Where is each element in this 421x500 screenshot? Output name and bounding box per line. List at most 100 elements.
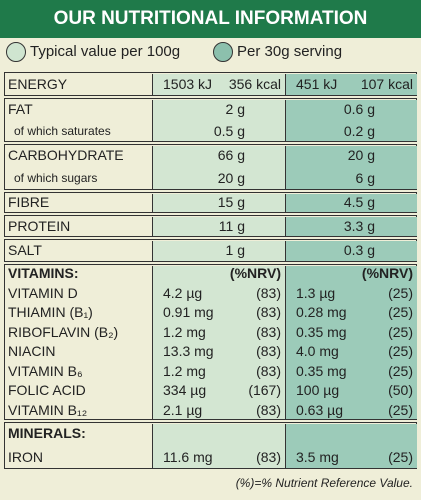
cell-value: 1.2 mg [163,362,206,379]
cell-value: (83) [256,304,281,320]
row-label: RIBOFLAVIN (B₂) [8,323,119,340]
cell-value: (83) [256,362,281,379]
row-label: VITAMIN B₆ [8,362,83,379]
col-30g [285,193,417,212]
cell-value: 20 g [217,170,245,186]
cell-value: 0.35 mg [296,323,347,340]
cell-value: 451 kJ [296,76,338,92]
col-100g [152,240,286,261]
legend-label: Typical value per 100g [30,43,181,60]
row-label: PROTEIN [8,218,71,234]
cell-value: 0.63 µg [296,401,343,418]
cell-value: (167) [248,382,281,398]
col-30g [285,145,417,189]
col-100g [152,73,286,95]
cell-value: 0.5 g [213,123,245,139]
cell-value: 100 µg [296,382,340,398]
footnote: (%)=% Nutrient Reference Value. [235,476,413,490]
cell-value: 1 g [225,242,245,258]
row-label: VITAMIN D [8,284,78,301]
nrv-heading: (%NRV) [229,265,281,281]
cell-value: 13.3 mg [163,343,214,359]
cell-value: 2.1 µg [163,401,203,418]
cell-value: (83) [256,448,281,465]
cell-value: (50) [388,382,413,398]
col-100g [152,216,286,236]
row-label: VITAMIN B₁₂ [8,401,88,418]
cell-value: 4.2 µg [163,284,203,301]
table-group [4,98,417,142]
cell-value: (25) [388,362,413,379]
cell-value: (83) [256,284,281,301]
cell-value: (25) [388,401,413,418]
cell-value: 0.3 g [343,242,375,258]
cell-value: (83) [256,343,281,359]
cell-value: 1503 kJ [163,76,213,92]
title: OUR NUTRITIONAL INFORMATION [0,0,421,38]
cell-value: (83) [256,323,281,340]
table-group [4,72,417,96]
cell-value: 11 g [218,218,245,234]
col-100g [152,145,286,189]
cell-value: (25) [388,323,413,340]
table-group [4,144,417,190]
table-group [4,264,417,420]
cell-value: 1.2 mg [163,323,206,340]
cell-value: 107 kcal [360,76,413,92]
cell-value: 0.6 g [343,101,375,117]
row-label: CARBOHYDRATE [8,147,124,163]
table-group [4,239,417,262]
row-label: FOLIC ACID [8,382,86,398]
table-group [4,192,417,213]
col-30g [285,423,417,468]
cell-value: 334 µg [163,382,207,398]
col-30g [285,73,417,95]
row-label: NIACIN [8,343,56,359]
cell-value: 15 g [217,194,245,210]
cell-value: 0.91 mg [163,304,214,320]
col-30g [285,240,417,261]
legend-swatch [213,42,233,62]
cell-value: 3.5 mg [296,448,339,465]
cell-value: 4.0 mg [296,343,339,359]
cell-value: (25) [388,304,413,320]
cell-value: 11.6 mg [163,448,213,465]
cell-value: 1.3 µg [296,284,336,301]
row-label: MINERALS: [8,425,86,441]
row-label: SALT [8,242,42,258]
cell-value: 0.35 mg [296,362,347,379]
cell-value: 20 g [347,147,375,163]
cell-value: 2 g [225,101,245,117]
cell-value: 3.3 g [343,218,375,234]
col-100g [152,423,286,468]
col-100g [152,99,286,141]
row-label: IRON [8,448,43,465]
nrv-heading: (%NRV) [361,265,413,281]
legend-swatch [6,42,26,62]
row-label: of which saturates [14,124,111,138]
row-label: FIBRE [8,194,50,210]
cell-value: 4.5 g [343,194,375,210]
cell-value: 6 g [355,170,375,186]
legend-label: Per 30g serving [237,43,343,60]
table-group [4,422,417,469]
cell-value: (25) [388,284,413,301]
row-label: of which sugars [14,171,98,185]
cell-value: 356 kcal [228,76,281,92]
row-label: THIAMIN (B₁) [8,304,93,320]
cell-value: 0.28 mg [296,304,347,320]
cell-value: 66 g [217,147,245,163]
cell-value: 0.2 g [343,123,375,139]
row-label: VITAMINS: [8,265,79,281]
cell-value: (25) [388,343,413,359]
row-label: FAT [8,101,33,117]
col-30g [285,216,417,236]
cell-value: (83) [256,401,281,418]
col-100g [152,193,286,212]
cell-value: (25) [388,448,413,465]
col-30g [285,99,417,141]
col-100g [152,265,286,419]
table-group [4,215,417,237]
row-label: ENERGY [8,76,68,92]
